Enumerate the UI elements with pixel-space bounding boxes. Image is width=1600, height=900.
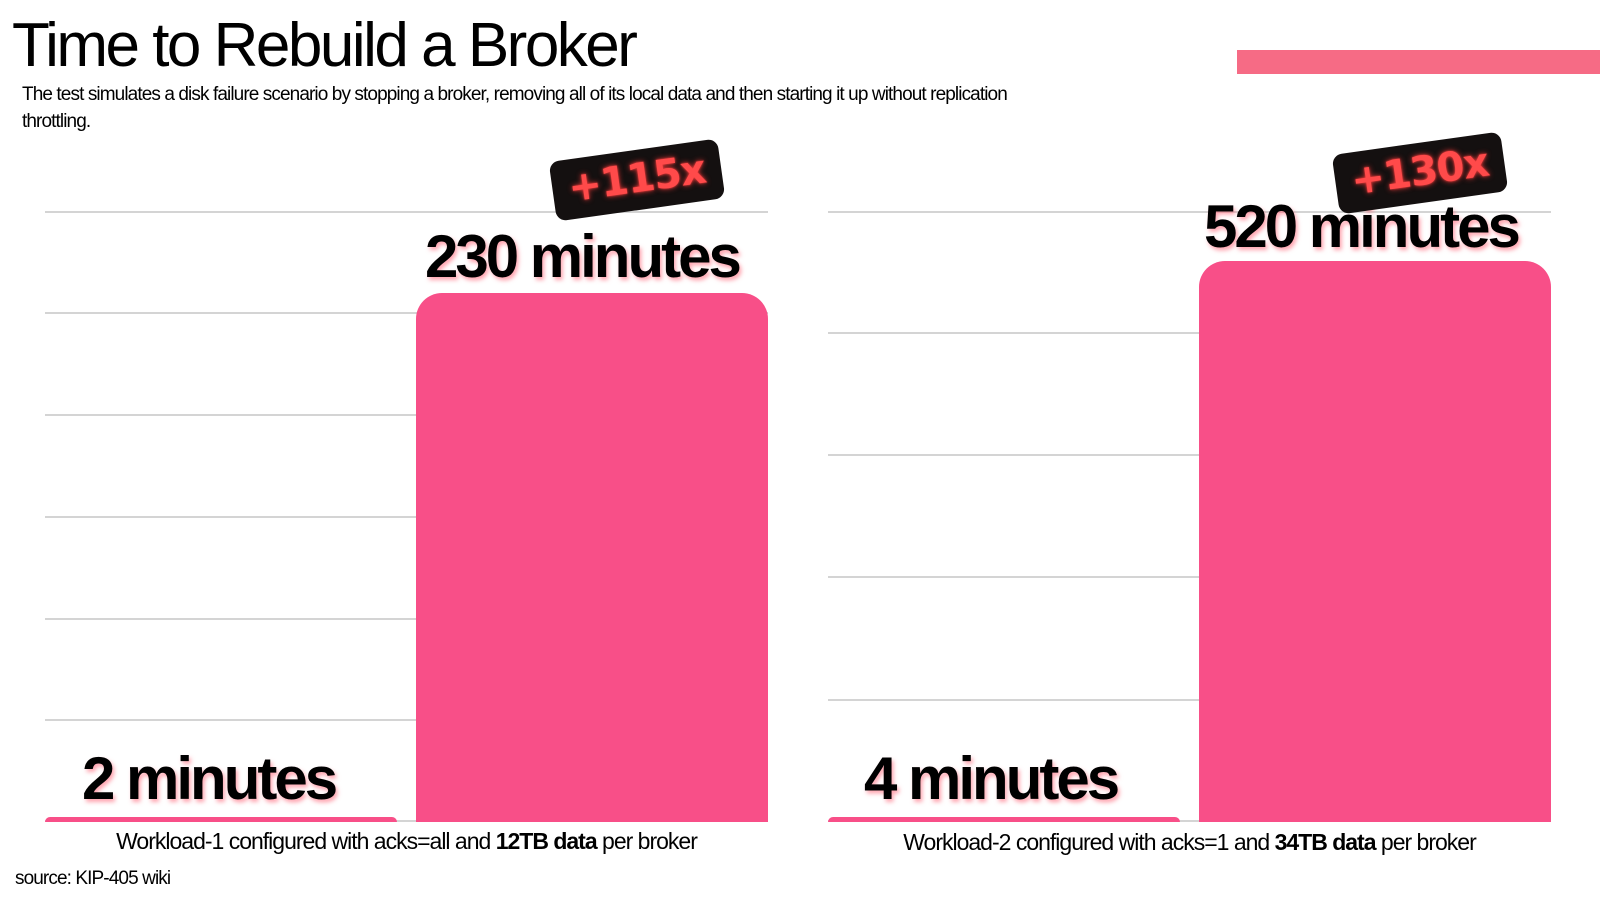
gridline: [45, 719, 768, 721]
gridline: [45, 618, 768, 620]
chart-caption: Workload-1 configured with acks=all and …: [45, 828, 768, 855]
caption-text: per broker: [596, 828, 698, 854]
baseline: [45, 820, 768, 822]
caption-text: Workload-2 configured with acks=1 and: [903, 829, 1275, 855]
caption-text: Workload-1 configured with acks=all and: [116, 828, 496, 854]
value-label-small: 2 minutes: [82, 745, 338, 812]
value-label-large: 230 minutes: [425, 223, 742, 290]
value-label-small: 4 minutes: [864, 745, 1120, 812]
source-note: source: KIP-405 wiki: [15, 868, 171, 889]
chart-workload-1: 2 minutes 230 minutes +115x Workload-1 c…: [45, 138, 768, 855]
gridline: [828, 699, 1551, 701]
caption-bold: 34TB data: [1274, 829, 1377, 855]
gridline: [45, 312, 768, 314]
gridline: [828, 576, 1551, 578]
gridline: [828, 211, 1551, 213]
gridline: [45, 211, 768, 213]
caption-bold: 12TB data: [495, 828, 598, 854]
bar-baseline: [828, 817, 1180, 822]
page-title: Time to Rebuild a Broker: [12, 11, 638, 80]
page-subtitle: The test simulates a disk failure scenar…: [22, 84, 1008, 132]
baseline: [828, 820, 1551, 822]
gridline: [45, 516, 768, 518]
gridline: [45, 414, 768, 416]
bar-baseline: [45, 817, 397, 822]
chart-caption: Workload-2 configured with acks=1 and 34…: [828, 829, 1551, 856]
gridline: [828, 332, 1551, 334]
caption-text: per broker: [1375, 829, 1477, 855]
gridline: [828, 454, 1551, 456]
bar-large: [1199, 261, 1551, 822]
bar-large: [416, 293, 768, 822]
decorative-accent-bar: [1237, 50, 1600, 74]
